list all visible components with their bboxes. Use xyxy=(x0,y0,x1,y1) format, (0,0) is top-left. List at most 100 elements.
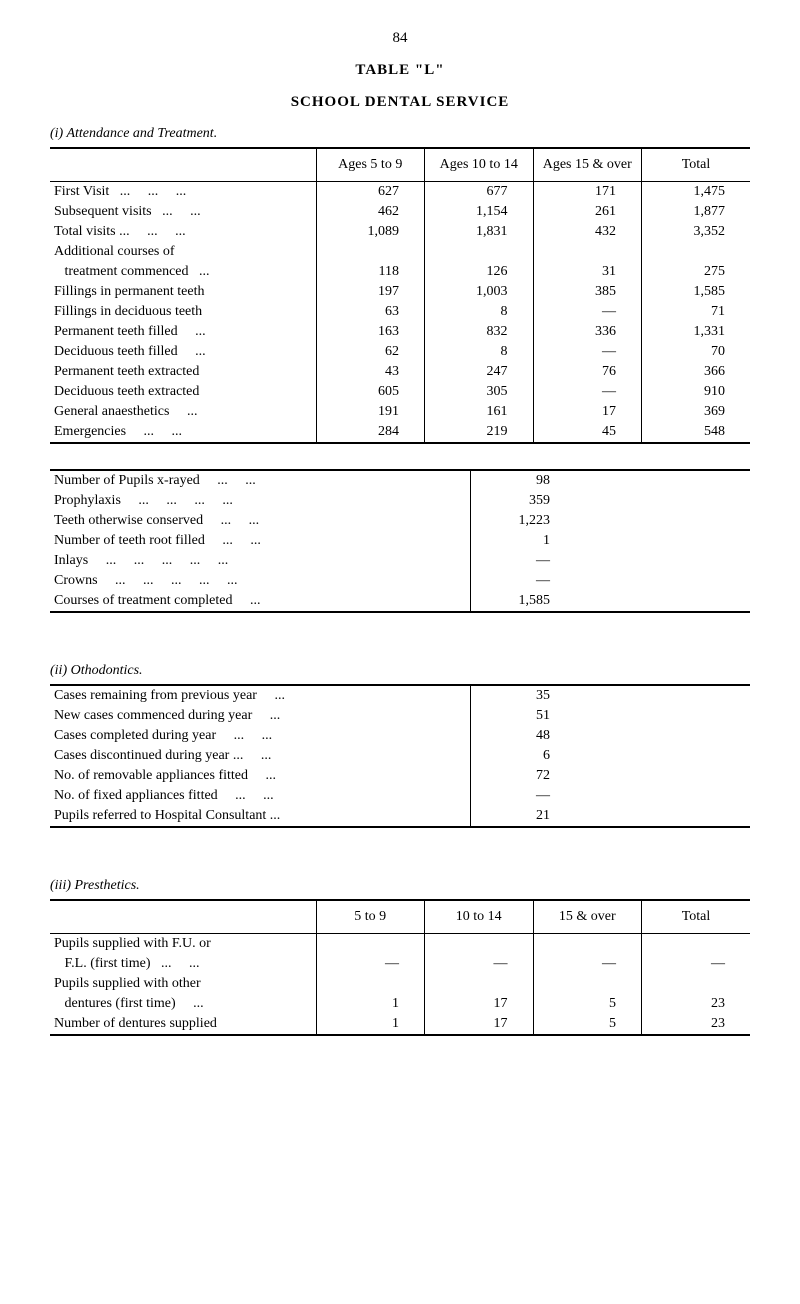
row-value: 462 xyxy=(316,202,425,222)
service-title: SCHOOL DENTAL SERVICE xyxy=(50,94,750,111)
row-label: Courses of treatment completed ... xyxy=(50,591,470,612)
row-value: 247 xyxy=(425,362,534,382)
row-value: 191 xyxy=(316,402,425,422)
row-value: 45 xyxy=(533,422,642,443)
table-row: Deciduous teeth filled ...628—70 xyxy=(50,342,750,362)
row-value xyxy=(425,934,534,955)
table-row: treatment commenced ...11812631275 xyxy=(50,262,750,282)
row-value: 17 xyxy=(533,402,642,422)
header-blank xyxy=(50,148,316,182)
row-label: Number of teeth root filled ... ... xyxy=(50,531,470,551)
table-row: Cases remaining from previous year ...35 xyxy=(50,685,750,706)
row-value: 62 xyxy=(316,342,425,362)
row-value: 5 xyxy=(533,994,642,1014)
header-10-14: 10 to 14 xyxy=(425,900,534,934)
table-row: Total visits ... ... ...1,0891,8314323,3… xyxy=(50,222,750,242)
table-row: Number of teeth root filled ... ...1 xyxy=(50,531,750,551)
othodontics-table: Cases remaining from previous year ...35… xyxy=(50,684,750,828)
section-iii-heading: (iii) Presthetics. xyxy=(50,878,750,894)
row-value: 832 xyxy=(425,322,534,342)
row-label: treatment commenced ... xyxy=(50,262,316,282)
row-value: 118 xyxy=(316,262,425,282)
table-row: Crowns ... ... ... ... ...— xyxy=(50,571,750,591)
attendance-treatment-table: Ages 5 to 9 Ages 10 to 14 Ages 15 & over… xyxy=(50,147,750,444)
row-value: 161 xyxy=(425,402,534,422)
table-row: F.L. (first time) ... ...———— xyxy=(50,954,750,974)
row-value: 98 xyxy=(470,470,750,491)
row-value: 197 xyxy=(316,282,425,302)
row-value xyxy=(533,934,642,955)
row-label: F.L. (first time) ... ... xyxy=(50,954,316,974)
row-label: Subsequent visits ... ... xyxy=(50,202,316,222)
row-label: General anaesthetics ... xyxy=(50,402,316,422)
row-value: 432 xyxy=(533,222,642,242)
table-row: No. of removable appliances fitted ...72 xyxy=(50,766,750,786)
row-value: 677 xyxy=(425,182,534,203)
table-label: TABLE "L" xyxy=(50,62,750,79)
row-value: 31 xyxy=(533,262,642,282)
row-value: 1,585 xyxy=(642,282,751,302)
row-value xyxy=(533,242,642,262)
row-label: Inlays ... ... ... ... ... xyxy=(50,551,470,571)
table-row: Cases completed during year ... ...48 xyxy=(50,726,750,746)
section-ii-heading: (ii) Othodontics. xyxy=(50,663,750,679)
row-label: Emergencies ... ... xyxy=(50,422,316,443)
row-value: 305 xyxy=(425,382,534,402)
row-value xyxy=(642,242,751,262)
row-label: Total visits ... ... ... xyxy=(50,222,316,242)
row-label: Deciduous teeth extracted xyxy=(50,382,316,402)
table-row: Fillings in permanent teeth1971,0033851,… xyxy=(50,282,750,302)
row-value: — xyxy=(316,954,425,974)
row-value: 1,331 xyxy=(642,322,751,342)
row-value: 70 xyxy=(642,342,751,362)
row-value: — xyxy=(533,302,642,322)
row-value: — xyxy=(533,342,642,362)
row-label: Crowns ... ... ... ... ... xyxy=(50,571,470,591)
row-value: 1,154 xyxy=(425,202,534,222)
row-value: — xyxy=(470,571,750,591)
table-row: Deciduous teeth extracted605305—910 xyxy=(50,382,750,402)
header-15-over: 15 & over xyxy=(533,900,642,934)
pupils-summary-table: Number of Pupils x-rayed ... ...98Prophy… xyxy=(50,469,750,613)
table-row: Pupils supplied with F.U. or xyxy=(50,934,750,955)
table-row: Pupils referred to Hospital Consultant .… xyxy=(50,806,750,827)
row-value: 48 xyxy=(470,726,750,746)
row-value: 275 xyxy=(642,262,751,282)
row-value: 76 xyxy=(533,362,642,382)
row-value: 284 xyxy=(316,422,425,443)
table-row: First Visit ... ... ...6276771711,475 xyxy=(50,182,750,203)
row-value: 1 xyxy=(316,1014,425,1035)
row-value: 605 xyxy=(316,382,425,402)
table-row: New cases commenced during year ...51 xyxy=(50,706,750,726)
row-value: 1,003 xyxy=(425,282,534,302)
header-total: Total xyxy=(642,900,751,934)
table-row: General anaesthetics ...19116117369 xyxy=(50,402,750,422)
table-row: Emergencies ... ...28421945548 xyxy=(50,422,750,443)
row-label: Cases completed during year ... ... xyxy=(50,726,470,746)
header-ages-5-9: Ages 5 to 9 xyxy=(316,148,425,182)
row-label: Teeth otherwise conserved ... ... xyxy=(50,511,470,531)
row-label: Fillings in deciduous teeth xyxy=(50,302,316,322)
row-value xyxy=(642,974,751,994)
header-ages-10-14: Ages 10 to 14 xyxy=(425,148,534,182)
table-row: Subsequent visits ... ...4621,1542611,87… xyxy=(50,202,750,222)
row-value: 369 xyxy=(642,402,751,422)
row-value: 359 xyxy=(470,491,750,511)
table-row: Courses of treatment completed ...1,585 xyxy=(50,591,750,612)
row-value: 126 xyxy=(425,262,534,282)
row-label: Number of Pupils x-rayed ... ... xyxy=(50,470,470,491)
page-number: 84 xyxy=(50,30,750,47)
row-value: 1 xyxy=(470,531,750,551)
row-value: 51 xyxy=(470,706,750,726)
row-value: 6 xyxy=(470,746,750,766)
table-row: dentures (first time) ...117523 xyxy=(50,994,750,1014)
row-value: 1 xyxy=(316,994,425,1014)
table-row: Permanent teeth extracted4324776366 xyxy=(50,362,750,382)
row-label: Fillings in permanent teeth xyxy=(50,282,316,302)
table-row: No. of fixed appliances fitted ... ...— xyxy=(50,786,750,806)
table-row: Fillings in deciduous teeth638—71 xyxy=(50,302,750,322)
table-row: Pupils supplied with other xyxy=(50,974,750,994)
row-value: 910 xyxy=(642,382,751,402)
row-value: 1,223 xyxy=(470,511,750,531)
row-value: 35 xyxy=(470,685,750,706)
